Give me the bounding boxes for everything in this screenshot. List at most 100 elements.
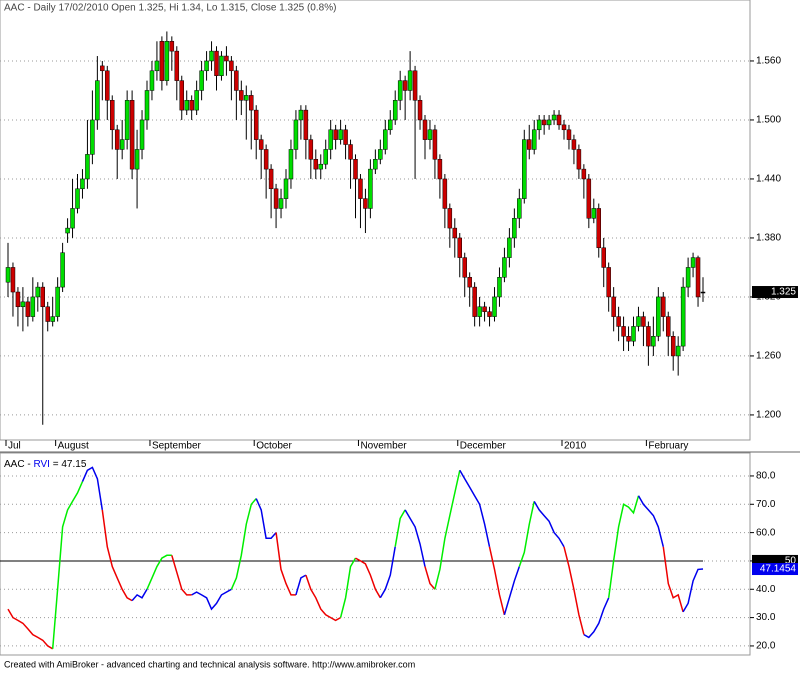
candle-body — [224, 55, 229, 62]
y-tick-label: 1.560 — [756, 56, 781, 67]
candle-body — [30, 296, 36, 317]
candle-body — [114, 129, 120, 150]
rvi-line — [171, 555, 192, 596]
candle-body — [100, 65, 105, 72]
candle-body — [551, 114, 557, 121]
candle-body — [442, 178, 448, 209]
candle-body — [55, 286, 60, 317]
candle-body — [422, 119, 428, 140]
candle-body — [656, 296, 661, 337]
candle-body — [402, 80, 408, 91]
candle-body — [253, 109, 259, 140]
title-value: = 47.15 — [50, 459, 87, 470]
value-marker: 47.1454 — [752, 563, 798, 576]
rvi-line — [637, 495, 665, 547]
candle-body — [670, 336, 676, 357]
rvi-line — [191, 588, 232, 611]
y-tick-label: 1.500 — [756, 115, 781, 126]
candle-body — [214, 50, 219, 76]
candle-body — [487, 311, 492, 317]
candle-body — [343, 129, 348, 145]
candle-body — [666, 316, 671, 337]
rvi-line — [394, 509, 406, 547]
candle-body — [249, 95, 254, 111]
candle-body — [452, 227, 458, 239]
y-tick-label: 80.0 — [756, 471, 776, 482]
rvi-line — [563, 546, 585, 635]
candle-body — [35, 286, 41, 298]
candle-body — [184, 100, 189, 111]
candle-body — [268, 168, 274, 190]
rvi-line — [533, 501, 565, 548]
candle-body — [149, 70, 155, 91]
candle-body — [328, 129, 333, 150]
candle-body — [447, 208, 453, 229]
candle-body — [561, 124, 567, 131]
candle-body — [5, 267, 11, 283]
candle-body — [65, 227, 70, 234]
candle-body — [412, 70, 418, 101]
rvi-line — [379, 546, 396, 599]
value-marker-box — [752, 286, 798, 299]
candle-body — [110, 100, 115, 131]
candle-body — [144, 90, 150, 121]
candle-body — [15, 291, 21, 308]
rvi-line — [7, 608, 54, 650]
rvi-line — [81, 466, 104, 511]
candle-body — [685, 267, 691, 288]
x-tick-label: September — [152, 441, 202, 452]
candle-body — [512, 218, 517, 239]
candle-body — [358, 178, 363, 199]
value-marker: 1.325 — [752, 286, 798, 299]
candle-body — [497, 277, 502, 298]
candle-body — [427, 129, 433, 140]
title-indicator: RVI — [33, 459, 50, 470]
y-tick-label: 40.0 — [756, 584, 776, 595]
candle-body — [353, 159, 358, 180]
rvi-line — [230, 498, 257, 590]
rvi-line — [295, 574, 307, 596]
candle-body — [477, 306, 482, 317]
candle-body — [95, 80, 100, 121]
candle-body — [407, 70, 413, 91]
candle-body — [244, 95, 249, 101]
candle-body — [591, 208, 597, 219]
candle-body — [680, 286, 686, 347]
candle-body — [606, 267, 611, 298]
candle-body — [462, 257, 467, 278]
candle-body — [467, 277, 472, 288]
indicator-pane — [0, 452, 751, 656]
candle-body — [571, 139, 577, 150]
candle-body — [661, 296, 666, 317]
candle-body — [263, 149, 269, 170]
rvi-line — [305, 574, 341, 622]
candle-body — [383, 129, 388, 150]
candle-body — [502, 257, 507, 278]
rvi-line — [339, 557, 357, 618]
candle-body — [234, 70, 239, 91]
candle-body — [437, 159, 443, 180]
y-tick-label: 1.200 — [756, 410, 781, 421]
candle-body — [129, 100, 135, 170]
rvi-line — [51, 481, 84, 649]
candle-body — [546, 119, 552, 126]
candle-body — [651, 336, 656, 347]
chart-title: AAC - Daily 17/02/2010 Open 1.325, Hi 1.… — [4, 3, 336, 14]
candle-body — [258, 139, 264, 150]
candle-body — [556, 114, 562, 126]
candle-body — [45, 306, 50, 322]
candle-body — [631, 326, 636, 342]
candle-body — [50, 316, 55, 322]
rvi-line — [682, 568, 704, 613]
candle-body — [204, 60, 209, 72]
candle-body — [124, 100, 130, 140]
candle-body — [60, 252, 65, 288]
rvi-line — [518, 501, 535, 567]
candle-body — [527, 139, 532, 150]
footer: Created with AmiBroker - advanced charti… — [4, 659, 415, 669]
candle-body — [378, 149, 383, 160]
y-tick-label: 30.0 — [756, 612, 776, 623]
candle-body — [432, 129, 438, 160]
rvi-line — [404, 509, 426, 567]
y-tick-label: 1.380 — [756, 233, 781, 244]
